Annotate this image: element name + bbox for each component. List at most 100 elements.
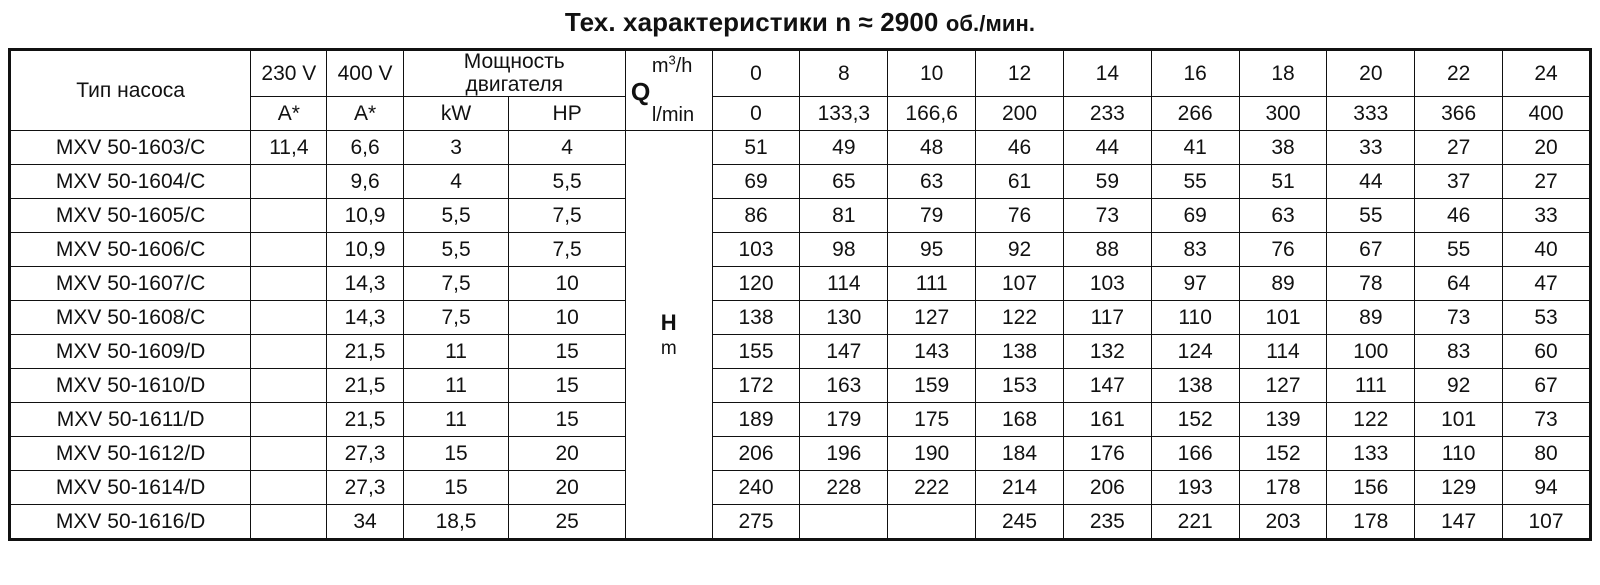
table-row: MXV 50-1605/C 10,9 5,5 7,5 86 81 79 76 7… xyxy=(8,198,1591,234)
cell-pump-name: MXV 50-1614/D xyxy=(8,470,252,506)
cell-400v: 27,3 xyxy=(326,436,404,472)
header-flow-m3h-1: 8 xyxy=(799,48,889,98)
cell-400v: 27,3 xyxy=(326,470,404,506)
header-flow-lmin-3: 200 xyxy=(975,96,1064,132)
cell-head-1: 163 xyxy=(799,368,889,404)
q-unit-bottom: l/min xyxy=(651,104,695,127)
header-motor-power-line1: Мощность xyxy=(463,50,565,73)
cell-kw: 5,5 xyxy=(402,232,510,268)
cell-pump-name: MXV 50-1616/D xyxy=(8,504,252,540)
cell-head-8: 73 xyxy=(1414,300,1504,336)
cell-head-3: 168 xyxy=(975,402,1064,438)
header-flow-lmin-0: 0 xyxy=(711,96,801,132)
cell-head-9: 80 xyxy=(1502,436,1591,472)
cell-hp: 5,5 xyxy=(508,164,626,200)
cell-head-1: 196 xyxy=(799,436,889,472)
table-row: MXV 50-1607/C 14,3 7,5 10 120 114 111 10… xyxy=(8,266,1591,302)
cell-head-6: 101 xyxy=(1238,300,1328,336)
cell-head-1: 179 xyxy=(799,402,889,438)
cell-head-4: 235 xyxy=(1062,504,1152,540)
header-q-cell: Q m3/h l/min xyxy=(624,48,713,132)
cell-head-6: 76 xyxy=(1238,232,1328,268)
cell-head-2: 222 xyxy=(887,470,977,506)
cell-head-7: 55 xyxy=(1326,198,1416,234)
cell-kw: 15 xyxy=(402,436,510,472)
cell-230v xyxy=(250,198,328,234)
cell-hp: 15 xyxy=(508,368,626,404)
header-flow-m3h-3: 12 xyxy=(975,48,1064,98)
header-flow-lmin-7: 333 xyxy=(1326,96,1416,132)
cell-400v: 14,3 xyxy=(326,266,404,302)
cell-hp: 10 xyxy=(508,266,626,302)
cell-head-6: 139 xyxy=(1238,402,1328,438)
cell-400v: 10,9 xyxy=(326,198,404,234)
header-flow-m3h-7: 20 xyxy=(1326,48,1416,98)
table-row: MXV 50-1611/D 21,5 11 15 189 179 175 168… xyxy=(8,402,1591,438)
header-flow-lmin-5: 266 xyxy=(1150,96,1240,132)
cell-hp: 20 xyxy=(508,470,626,506)
cell-head-3: 184 xyxy=(975,436,1064,472)
cell-head-5: 69 xyxy=(1150,198,1240,234)
cell-head-6: 178 xyxy=(1238,470,1328,506)
cell-head-5: 110 xyxy=(1150,300,1240,336)
cell-head-2: 63 xyxy=(887,164,977,200)
cell-230v xyxy=(250,300,328,336)
header-flow-lmin-1: 133,3 xyxy=(799,96,889,132)
cell-head-1: 147 xyxy=(799,334,889,370)
cell-head-2: 79 xyxy=(887,198,977,234)
cell-head-9: 107 xyxy=(1502,504,1591,540)
cell-230v xyxy=(250,164,328,200)
cell-head-5: 97 xyxy=(1150,266,1240,302)
cell-head-4: 59 xyxy=(1062,164,1152,200)
header-flow-m3h-5: 16 xyxy=(1150,48,1240,98)
cell-head-1: 49 xyxy=(799,130,889,166)
cell-hp: 7,5 xyxy=(508,232,626,268)
cell-head-0: 51 xyxy=(711,130,801,166)
cell-head-5: 193 xyxy=(1150,470,1240,506)
cell-head-9: 94 xyxy=(1502,470,1591,506)
cell-230v xyxy=(250,334,328,370)
header-amp-400: A* xyxy=(326,96,404,132)
header-flow-m3h-9: 24 xyxy=(1502,48,1591,98)
header-230v: 230 V xyxy=(250,48,328,98)
cell-400v: 14,3 xyxy=(326,300,404,336)
cell-head-4: 73 xyxy=(1062,198,1152,234)
cell-hp: 10 xyxy=(508,300,626,336)
cell-head-8: 83 xyxy=(1414,334,1504,370)
cell-head-0: 138 xyxy=(711,300,801,336)
cell-head-1: 114 xyxy=(799,266,889,302)
header-pump-type: Тип насоса xyxy=(8,48,252,132)
cell-head-5: 41 xyxy=(1150,130,1240,166)
q-letter: Q xyxy=(630,78,651,107)
cell-head-7: 133 xyxy=(1326,436,1416,472)
cell-head-6: 89 xyxy=(1238,266,1328,302)
cell-pump-name: MXV 50-1605/C xyxy=(8,198,252,234)
page-title: Тех. характеристики n ≈ 2900 об./мин. xyxy=(0,0,1600,48)
header-flow-m3h-4: 14 xyxy=(1062,48,1152,98)
cell-head-6: 51 xyxy=(1238,164,1328,200)
cell-head-6: 152 xyxy=(1238,436,1328,472)
cell-head-6: 38 xyxy=(1238,130,1328,166)
table-row: MXV 50-1608/C 14,3 7,5 10 138 130 127 12… xyxy=(8,300,1591,336)
header-flow-lmin-8: 366 xyxy=(1414,96,1504,132)
q-unit-top-rest: /h xyxy=(675,55,693,77)
header-flow-m3h-2: 10 xyxy=(887,48,977,98)
cell-head-4: 103 xyxy=(1062,266,1152,302)
cell-kw: 4 xyxy=(402,164,510,200)
table-row: MXV 50-1612/D 27,3 15 20 206 196 190 184… xyxy=(8,436,1591,472)
cell-230v xyxy=(250,402,328,438)
cell-head-7: 67 xyxy=(1326,232,1416,268)
cell-head-0: 120 xyxy=(711,266,801,302)
cell-head-9: 73 xyxy=(1502,402,1591,438)
cell-head-4: 132 xyxy=(1062,334,1152,370)
cell-head-5: 55 xyxy=(1150,164,1240,200)
cell-head-7: 44 xyxy=(1326,164,1416,200)
cell-pump-name: MXV 50-1610/D xyxy=(8,368,252,404)
cell-head-7: 78 xyxy=(1326,266,1416,302)
header-amp-230: A* xyxy=(250,96,328,132)
cell-230v xyxy=(250,368,328,404)
cell-head-9: 67 xyxy=(1502,368,1591,404)
cell-head-0: 155 xyxy=(711,334,801,370)
table-row: MXV 50-1616/D 34 18,5 25 275 245 235 221… xyxy=(8,504,1591,540)
